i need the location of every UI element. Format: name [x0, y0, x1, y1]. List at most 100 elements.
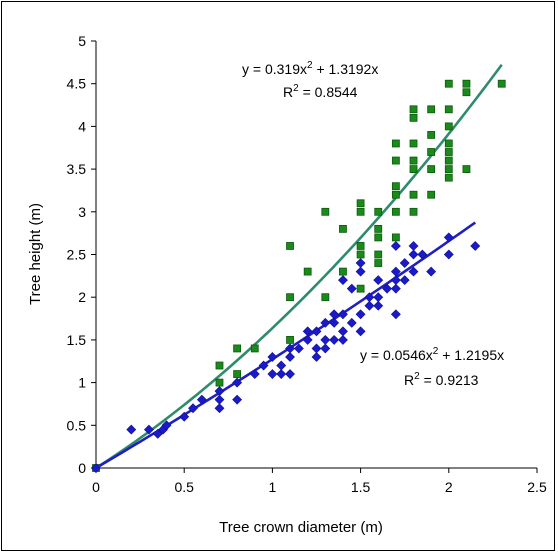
blue-diamond-point: [329, 317, 340, 328]
blue-diamond-point: [390, 275, 401, 286]
green-square-point: [444, 122, 453, 131]
blue-diamond-point: [355, 266, 366, 277]
green-square-point: [374, 250, 383, 259]
blue-diamond-point: [338, 275, 348, 286]
green-square-point: [427, 131, 436, 139]
x-tick-label: 1: [269, 479, 277, 495]
green-square-point: [215, 361, 224, 370]
blue-diamond-point: [408, 266, 419, 277]
green-square-point: [444, 79, 453, 88]
y-tick-label: 0.5: [67, 417, 87, 433]
blue-diamond-point: [311, 326, 322, 337]
green-square-point: [409, 207, 418, 216]
blue-diamond-point: [143, 424, 154, 435]
tick-labels: 0 0.5 1 1.5 2 2.5 3 3.5 4 4.5 5 0 0.5 1 1.5 2 2.5: [67, 33, 547, 495]
green-square-point: [427, 190, 436, 199]
blue-eq-sup: 2: [433, 346, 439, 357]
blue-diamond-point: [302, 334, 313, 345]
y-tick-label: 4: [78, 118, 86, 134]
blue-diamond-point: [408, 249, 419, 260]
green-square-point: [409, 139, 418, 148]
blue-diamond-point: [382, 283, 392, 294]
green-square-point: [215, 378, 224, 387]
blue-diamond-point: [355, 326, 366, 337]
green-square-point: [233, 344, 242, 353]
green-square-point: [391, 207, 400, 216]
blue-diamond-point: [267, 352, 278, 362]
green-square-point: [356, 207, 365, 216]
blue-diamond-point: [276, 360, 287, 371]
green-square-point: [321, 207, 330, 216]
trend-lines: [95, 63, 503, 470]
blue-diamond-point: [214, 394, 225, 405]
green-square-point: [444, 105, 453, 114]
green-r2-sup: 2: [293, 83, 299, 94]
green-square-point: [462, 79, 471, 88]
y-tick-label: 3.5: [67, 161, 87, 177]
green-square-point: [444, 139, 453, 148]
green-square-point: [374, 224, 383, 233]
blue-diamond-point: [346, 283, 357, 294]
green-square-point: [409, 105, 418, 114]
blue-diamond-point: [267, 369, 278, 379]
blue-diamond-point: [364, 300, 375, 311]
green-square-point: [286, 293, 294, 302]
green-r-squared: R2 = 0.8544: [283, 83, 358, 100]
green-square-point: [374, 233, 383, 242]
blue-diamond-point: [214, 403, 225, 414]
blue-diamond-point: [390, 309, 401, 320]
blue-r2-sup: 2: [414, 371, 420, 382]
blue-r2-value: = 0.9213: [420, 372, 479, 388]
green-square-point: [233, 370, 242, 378]
x-tick-label: 2.5: [527, 479, 547, 495]
x-tick-label: 0: [92, 479, 100, 495]
blue-diamond-point: [126, 424, 137, 435]
blue-diamond-point: [320, 317, 331, 328]
blue-diamond-point: [399, 275, 410, 286]
blue-diamond-point: [390, 283, 401, 294]
green-square-point: [462, 88, 471, 97]
green-square-point: [356, 242, 365, 250]
y-tick-label: 4.5: [67, 76, 87, 92]
blue-diamond-point: [311, 352, 322, 362]
green-trend-equation: y = 0.319x2 + 1.3192x: [242, 60, 378, 77]
blue-diamond-point: [285, 369, 295, 379]
blue-diamond-point: [311, 343, 322, 354]
green-square-point: [497, 79, 506, 88]
green-square-point: [444, 156, 453, 165]
green-square-point: [427, 165, 436, 174]
green-square-point: [286, 335, 294, 344]
blue-diamond-point: [373, 292, 384, 303]
y-axis-title: Tree height (m): [27, 203, 44, 305]
blue-diamond-point: [338, 326, 348, 337]
blue-diamond-point: [443, 232, 454, 243]
blue-diamond-point: [179, 411, 190, 422]
blue-diamond-point: [373, 275, 384, 286]
blue-diamond-point: [249, 369, 260, 379]
green-square-point: [444, 165, 453, 174]
green-square-point: [391, 182, 400, 191]
green-square-point: [250, 344, 259, 353]
y-tick-label: 3: [78, 204, 86, 220]
blue-diamond-point: [232, 394, 243, 405]
green-trend-line: [95, 63, 503, 470]
blue-trend-equation: y = 0.0546x2 + 1.2195x: [360, 346, 504, 363]
green-square-point: [427, 148, 436, 156]
blue-diamond-point: [426, 266, 437, 277]
blue-diamond-point: [258, 360, 269, 371]
green-square-point: [286, 242, 294, 250]
green-square-point: [391, 139, 400, 148]
y-tick-label: 0: [78, 460, 86, 476]
blue-diamond-point: [417, 249, 428, 260]
green-square-point: [374, 207, 383, 216]
y-tick-label: 2.5: [67, 247, 87, 263]
green-square-point: [409, 156, 418, 165]
x-tick-label: 1.5: [351, 479, 371, 495]
green-square-point: [409, 113, 418, 122]
blue-diamond-point: [285, 352, 295, 362]
green-square-point: [321, 293, 330, 302]
blue-diamond-point: [355, 309, 366, 320]
green-eq-sup: 2: [307, 60, 313, 71]
blue-diamond-point: [338, 334, 348, 345]
